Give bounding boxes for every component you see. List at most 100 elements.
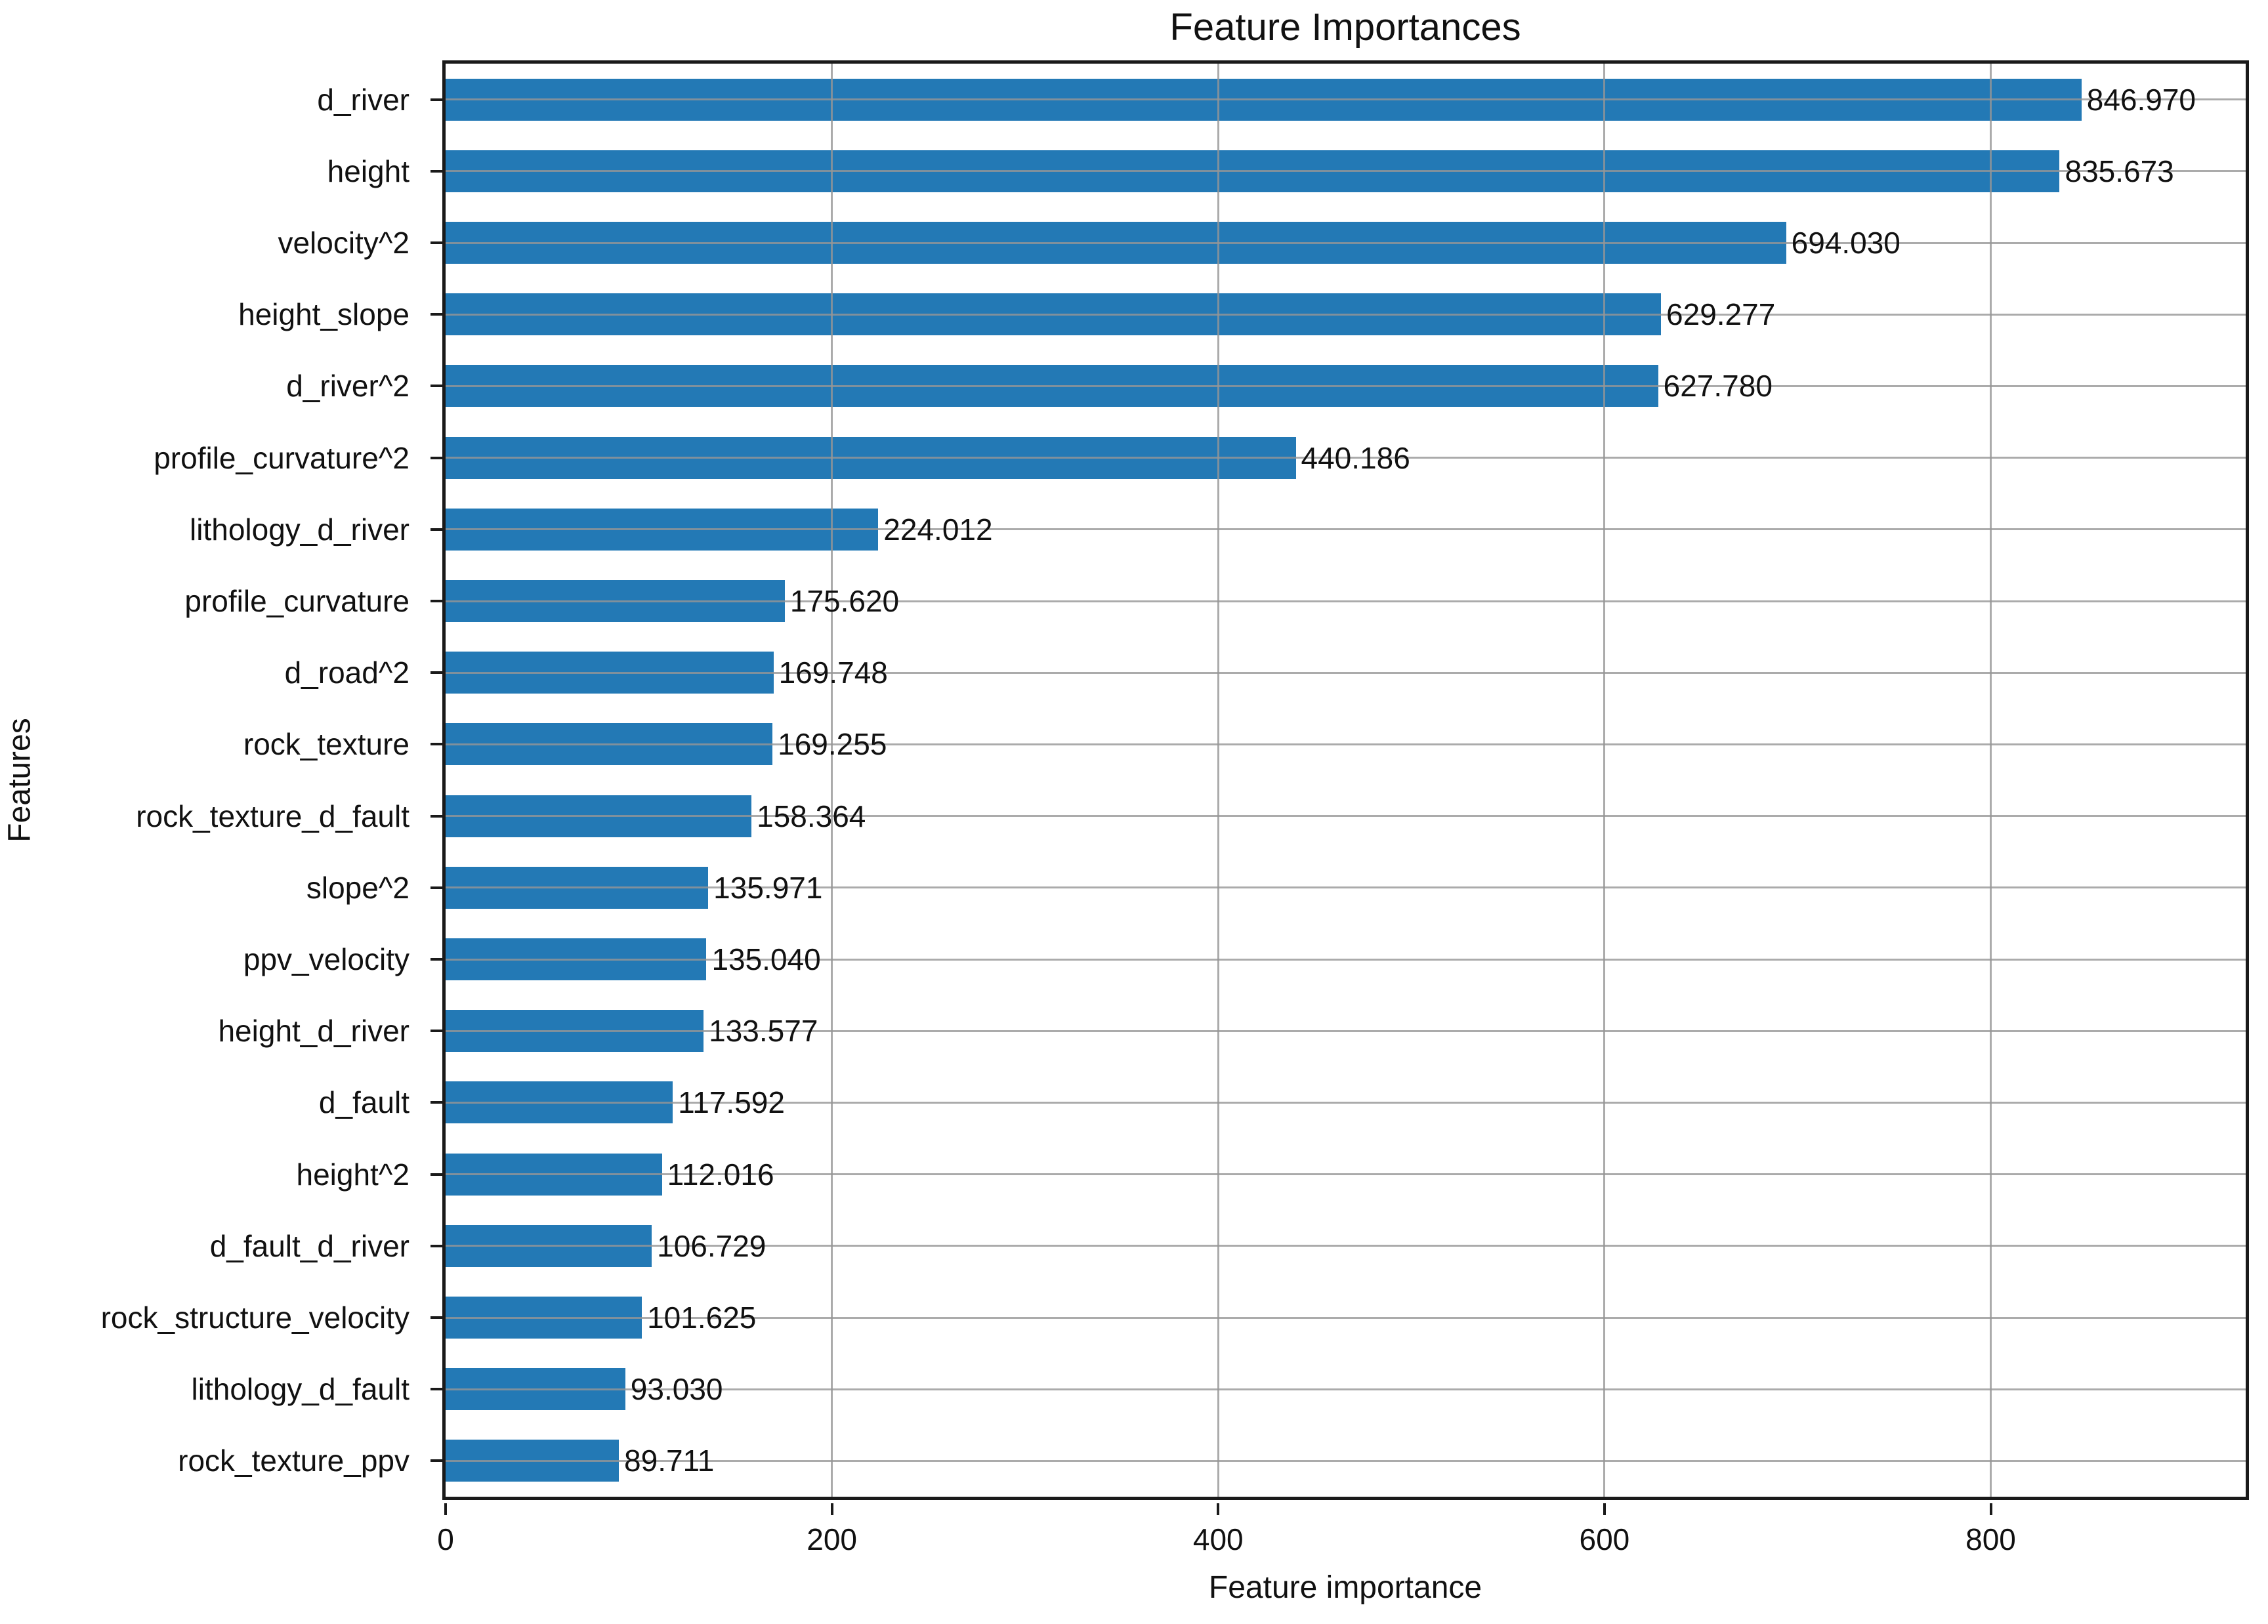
horizontal-gridline [446,1245,2246,1247]
horizontal-gridline [446,815,2246,818]
horizontal-gridline [446,313,2246,316]
y-tick-mark [430,1101,442,1104]
vertical-gridline [831,64,833,1497]
horizontal-gridline [446,886,2246,889]
bar-value-label: 133.577 [709,1014,818,1049]
y-tick-mark [430,886,442,889]
horizontal-gridline [446,457,2246,459]
y-tick-label-slope^2: slope^2 [306,870,410,905]
horizontal-gridline [446,1459,2246,1462]
bar-value-label: 629.277 [1666,297,1776,332]
horizontal-gridline [446,1388,2246,1390]
bar-value-label: 135.971 [713,870,823,905]
horizontal-gridline [446,241,2246,244]
vertical-gridline [1990,64,1992,1497]
y-tick-mark [430,313,442,316]
y-tick-mark [430,456,442,459]
bar-value-label: 694.030 [1791,226,1900,260]
bar-value-label: 846.970 [2086,82,2196,117]
y-tick-mark [430,1388,442,1391]
plot-area: 846.970 835.673 694.030 629.277 627.780 440.1… [442,60,2249,1500]
y-tick-label-d_road^2: d_road^2 [284,656,410,690]
bar-value-label: 106.729 [657,1228,766,1263]
vertical-gridline [1603,64,1606,1497]
y-tick-label-profile_curvature^2: profile_curvature^2 [154,440,410,475]
y-tick-mark [430,814,442,818]
x-tick-label-800: 800 [1965,1522,2016,1556]
x-tick-mark [1989,1503,1992,1515]
y-tick-label-rock_texture_ppv: rock_texture_ppv [178,1444,410,1478]
horizontal-gridline [446,385,2246,387]
y-tick-mark [430,743,442,746]
bar-value-label: 835.673 [2065,154,2174,188]
bar-value-label: 440.186 [1301,440,1410,475]
y-tick-mark [430,1173,442,1176]
y-tick-label-profile_curvature: profile_curvature [184,584,410,618]
y-tick-label-height_d_river: height_d_river [218,1014,410,1049]
y-tick-label-velocity^2: velocity^2 [278,226,410,260]
x-tick-mark [1217,1503,1220,1515]
y-tick-mark [430,241,442,244]
y-axis-tick-marks [430,64,442,1497]
y-tick-mark [430,1244,442,1247]
y-tick-label-d_fault: d_fault [318,1085,410,1120]
horizontal-gridline [446,528,2246,531]
bar-value-label: 169.255 [778,727,887,762]
y-tick-mark [430,98,442,101]
horizontal-gridline [446,743,2246,745]
x-tick-label-600: 600 [1579,1522,1630,1556]
bar-value-label: 89.711 [624,1444,715,1478]
y-tick-label-height^2: height^2 [296,1157,410,1192]
horizontal-gridline [446,98,2246,101]
x-tick-mark [1603,1503,1606,1515]
y-tick-mark [430,600,442,602]
y-tick-label-lithology_d_river: lithology_d_river [190,512,410,547]
y-tick-label-d_river: d_river [317,82,410,117]
bar-value-label: 117.592 [678,1085,785,1120]
y-tick-mark [430,1316,442,1319]
bar-value-label: 175.620 [789,584,900,618]
bar-value-label: 101.625 [647,1301,757,1335]
horizontal-gridline [446,600,2246,602]
horizontal-gridline [446,958,2246,961]
y-tick-label-d_river^2: d_river^2 [286,369,410,404]
x-axis-title: Feature importance [1208,1570,1482,1605]
y-tick-label-rock_structure_velocity: rock_structure_velocity [100,1301,410,1335]
x-tick-mark [830,1503,833,1515]
y-tick-mark [430,169,442,173]
x-axis-ticks: 0 200 400 600 800 [437,1503,2246,1621]
bar-value-label: 224.012 [883,512,993,547]
y-tick-mark [430,671,442,675]
horizontal-gridline [446,1316,2246,1319]
y-tick-mark [430,385,442,388]
y-tick-mark [430,528,442,531]
y-tick-label-rock_texture_d_fault: rock_texture_d_fault [136,799,410,833]
y-tick-mark [430,1459,442,1463]
y-tick-label-d_fault_d_river: d_fault_d_river [209,1228,410,1263]
y-tick-label-lithology_d_fault: lithology_d_fault [191,1372,410,1407]
y-tick-label-height_slope: height_slope [238,297,410,332]
y-tick-label-rock_texture: rock_texture [243,727,410,762]
horizontal-gridline [446,170,2246,173]
horizontal-gridline [446,1101,2246,1104]
x-tick-mark [444,1503,447,1515]
bar-value-label: 112.016 [667,1157,774,1192]
vertical-gridline [1217,64,1219,1497]
horizontal-gridline [446,671,2246,674]
x-tick-label-400: 400 [1192,1522,1244,1556]
chart-title: Feature Importances [1169,6,1521,49]
x-tick-label-200: 200 [807,1522,857,1556]
bar-value-label: 627.780 [1663,369,1773,404]
y-tick-label-ppv_velocity: ppv_velocity [243,942,410,976]
x-tick-label-0: 0 [437,1522,454,1556]
y-tick-mark [430,1030,442,1033]
bar-value-label: 169.748 [778,656,888,690]
y-tick-mark [430,958,442,961]
y-tick-label-height: height [327,154,410,188]
bar-value-label: 158.364 [757,799,866,833]
horizontal-gridline [446,1173,2246,1176]
horizontal-gridline [446,1030,2246,1032]
bar-value-label: 135.040 [711,942,821,976]
